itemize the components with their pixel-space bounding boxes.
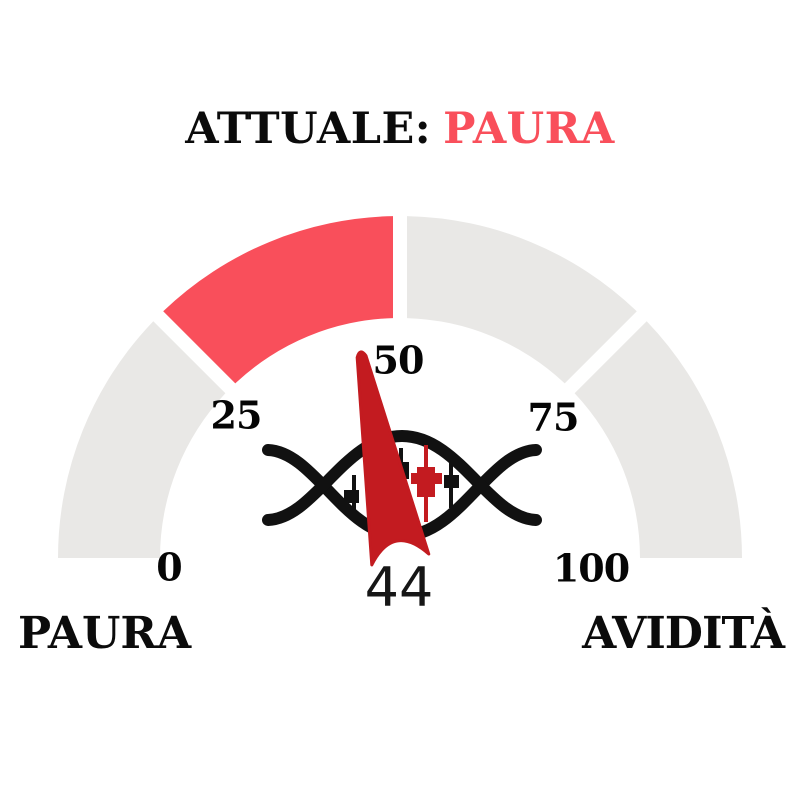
title-prefix: ATTUALE:	[185, 104, 432, 154]
gauge-arc	[58, 216, 742, 558]
gauge-segment-active	[163, 216, 393, 384]
candlestick-icon	[344, 445, 459, 522]
gauge-tick-label-50: 50	[372, 337, 425, 383]
gauge-value: 44	[364, 556, 434, 619]
gauge-tick-label-0: 0	[156, 544, 182, 590]
title-status: PAURA	[443, 104, 615, 154]
gauge-segment	[407, 216, 637, 384]
gauge-tick-label-100: 100	[552, 545, 630, 591]
gauge-max-label: AVIDITÀ	[582, 608, 785, 659]
gauge-min-label: PAURA	[18, 608, 192, 659]
page-title: ATTUALE: PAURA	[0, 104, 800, 154]
gauge-segment	[574, 321, 742, 558]
red-candlestick-icon	[411, 445, 442, 522]
gauge-tick-label-75: 75	[527, 394, 580, 440]
gauge-needle	[355, 350, 431, 567]
dna-candlestick-logo	[262, 429, 542, 543]
gauge-segment	[58, 321, 226, 558]
gauge-tick-label-25: 25	[210, 392, 263, 438]
